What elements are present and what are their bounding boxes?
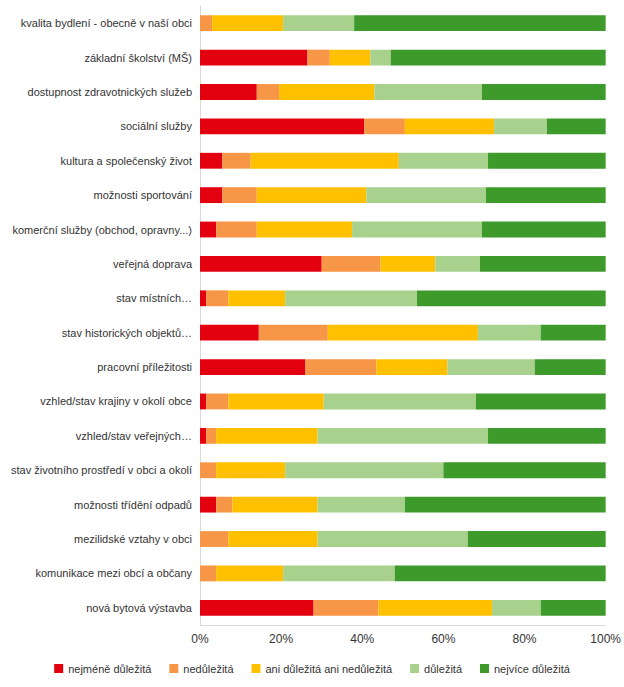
svg-text:dostupnost zdravotnických služ: dostupnost zdravotnických služeb: [28, 86, 192, 98]
svg-text:kvalita bydlení - obecně v naš: kvalita bydlení - obecně v naší obci: [21, 17, 192, 29]
svg-text:základní školství (MŠ): základní školství (MŠ): [84, 52, 192, 64]
svg-text:komerční služby (obchod, oprav: komerční služby (obchod, opravny...): [12, 224, 192, 236]
svg-text:stav životního prostředí v obc: stav životního prostředí v obci a okolí: [11, 464, 192, 476]
svg-text:důležitá: důležitá: [424, 663, 463, 675]
svg-text:možnosti sportování: možnosti sportování: [94, 189, 192, 201]
svg-text:nejméně důležitá: nejméně důležitá: [68, 663, 152, 675]
svg-text:80%: 80%: [513, 632, 537, 646]
svg-text:veřejná doprava: veřejná doprava: [113, 258, 193, 270]
svg-text:nejvíce důležitá: nejvíce důležitá: [494, 663, 571, 675]
svg-text:nová bytová výstavba: nová bytová výstavba: [86, 602, 193, 614]
svg-text:20%: 20%: [269, 632, 293, 646]
svg-text:pracovní příležitosti: pracovní příležitosti: [97, 361, 192, 373]
svg-text:100%: 100%: [590, 632, 621, 646]
svg-text:komunikace mezi obcí a občany: komunikace mezi obcí a občany: [35, 567, 192, 579]
svg-text:vzhled/stav krajiny v okolí ob: vzhled/stav krajiny v okolí obce: [40, 395, 192, 407]
svg-text:nedůležitá: nedůležitá: [183, 663, 234, 675]
svg-text:mezilidské vztahy v obci: mezilidské vztahy v obci: [74, 533, 192, 545]
svg-text:kultura a společenský život: kultura a společenský život: [61, 155, 192, 167]
svg-text:vzhled/stav veřejných…: vzhled/stav veřejných…: [76, 430, 192, 442]
svg-text:ani důležitá ani nedůležitá: ani důležitá ani nedůležitá: [265, 663, 392, 675]
svg-text:40%: 40%: [350, 632, 374, 646]
svg-text:0%: 0%: [191, 632, 209, 646]
svg-text:60%: 60%: [431, 632, 455, 646]
svg-text:možnosti třídění odpadů: možnosti třídění odpadů: [74, 499, 192, 511]
svg-text:sociální služby: sociální služby: [120, 120, 192, 132]
svg-text:stav historických objektů…: stav historických objektů…: [62, 327, 192, 339]
svg-text:stav místních…: stav místních…: [116, 292, 192, 304]
